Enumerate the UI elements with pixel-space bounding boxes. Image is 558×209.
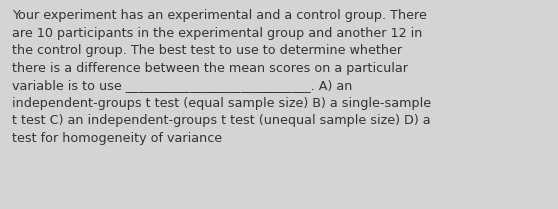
Text: Your experiment has an experimental and a control group. There
are 10 participan: Your experiment has an experimental and … xyxy=(12,9,431,145)
